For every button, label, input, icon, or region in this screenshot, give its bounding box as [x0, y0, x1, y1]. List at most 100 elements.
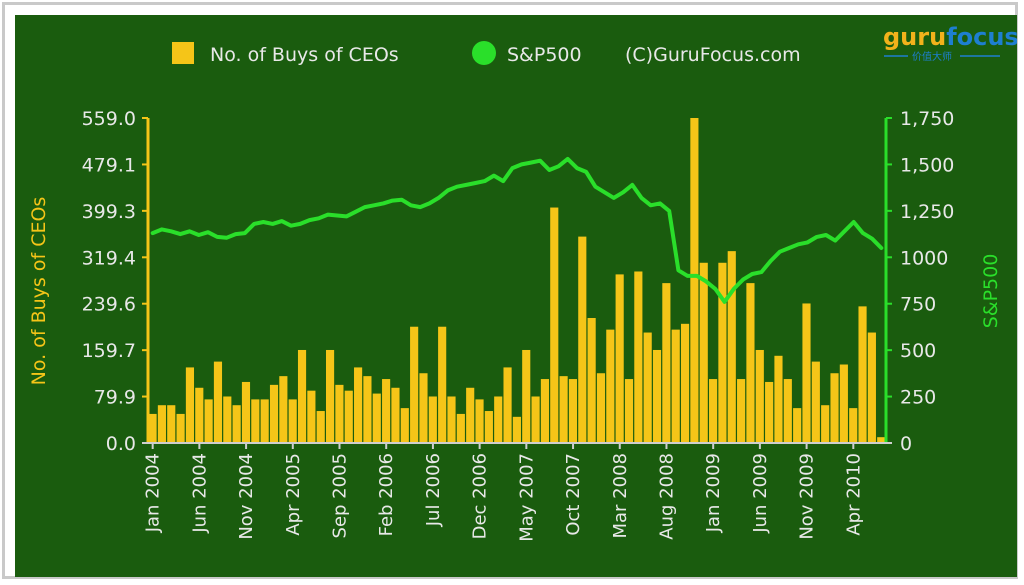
bar: [634, 271, 643, 443]
bar: [596, 373, 606, 443]
chart-panel: No. of Buys of CEOs S&P500 (C)GuruFocus.…: [15, 15, 1017, 577]
bar: [391, 387, 400, 443]
chart-frame: No. of Buys of CEOs S&P500 (C)GuruFocus.…: [2, 2, 1018, 579]
bar: [849, 408, 858, 443]
bar: [260, 399, 269, 443]
right-tick-label: 250: [900, 387, 936, 409]
bar: [241, 381, 251, 443]
bar: [606, 329, 615, 443]
axes: [142, 118, 892, 444]
bar: [307, 390, 316, 443]
bar: [494, 396, 503, 443]
x-axis-ticks: Jan 2004 Jun 2004 Nov 2004 Apr 2005 Sep 2005…: [143, 443, 864, 542]
bar: [251, 399, 260, 443]
left-tick-label: 239.6: [82, 294, 136, 316]
gurufocus-logo: gurufocus 价值大师: [883, 23, 1017, 63]
x-tick-label: Jun 2009: [750, 453, 771, 534]
bar: [671, 329, 680, 443]
bar: [643, 332, 652, 443]
svg-text:gurufocus: gurufocus: [883, 23, 1017, 51]
bar: [372, 393, 381, 443]
chart-svg: No. of Buys of CEOs S&P500 (C)GuruFocus.…: [28, 23, 1017, 542]
legend-line-label: S&P500: [507, 44, 582, 66]
bar: [213, 361, 223, 443]
bar: [363, 376, 372, 443]
bar-series: [148, 118, 886, 443]
logo-focus: focus: [946, 23, 1017, 51]
bar: [344, 390, 353, 443]
bar: [512, 416, 521, 443]
bar: [783, 379, 792, 443]
x-tick-label: Jan 2004: [143, 453, 164, 533]
bar: [522, 349, 531, 443]
bar: [148, 413, 157, 443]
right-tick-label: 500: [900, 340, 936, 362]
bar: [185, 367, 195, 443]
bar: [559, 376, 568, 443]
bar: [354, 367, 363, 443]
x-tick-label: Nov 2004: [236, 453, 257, 540]
bar: [718, 262, 727, 443]
bar: [400, 408, 409, 443]
bar: [466, 387, 475, 443]
bar: [877, 437, 886, 443]
bar: [157, 405, 166, 443]
bar: [615, 274, 624, 443]
bar: [167, 405, 176, 443]
legend-bars-label: No. of Buys of CEOs: [210, 44, 399, 66]
left-axis-ticks: 559.0 479.1 399.3 319.4 239.6 159.7 79.9 0.0: [82, 108, 148, 455]
bar: [737, 379, 746, 443]
bar: [624, 379, 634, 443]
left-tick-label: 559.0: [82, 108, 136, 130]
bar: [410, 326, 419, 443]
right-tick-label: 1,750: [900, 108, 954, 130]
left-tick-label: 479.1: [82, 154, 136, 176]
bar: [727, 251, 736, 443]
bar: [839, 364, 848, 443]
x-tick-label: Feb 2006: [376, 453, 397, 536]
bar: [821, 405, 830, 443]
bar: [223, 396, 232, 443]
bar: [774, 355, 783, 443]
x-tick-label: May 2007: [516, 453, 537, 542]
right-axis-title: S&P500: [980, 254, 1002, 329]
right-axis-ticks: 1,750 1,500 1,250 1000 750 500 250 0: [886, 108, 954, 455]
x-tick-label: Jun 2004: [189, 453, 210, 534]
legend-bars-swatch: [172, 42, 194, 64]
right-tick-label: 0: [900, 433, 912, 455]
bar: [830, 373, 839, 443]
bar: [447, 396, 456, 443]
bar: [578, 236, 587, 443]
x-tick-label: Apr 2005: [283, 453, 304, 536]
bar: [279, 376, 288, 443]
bar: [662, 283, 671, 443]
bar: [503, 367, 512, 443]
logo-subtitle: 价值大师: [912, 50, 952, 63]
left-tick-label: 79.9: [94, 387, 136, 409]
bar: [297, 349, 307, 443]
right-tick-label: 750: [900, 294, 936, 316]
bar: [867, 332, 876, 443]
bar: [325, 349, 335, 443]
bar: [755, 349, 764, 443]
bar: [680, 323, 690, 443]
logo-guru: guru: [883, 23, 946, 51]
right-tick-label: 1,500: [900, 154, 954, 176]
right-tick-label: 1000: [900, 247, 948, 269]
x-tick-label: Jul 2006: [423, 453, 444, 527]
legend-line-swatch: [472, 41, 496, 65]
bar: [709, 379, 718, 443]
bar: [288, 399, 297, 443]
bar: [811, 361, 820, 443]
bar: [765, 381, 774, 443]
bar: [335, 384, 344, 443]
x-tick-label: Dec 2006: [470, 453, 491, 539]
x-tick-label: Aug 2008: [657, 453, 678, 540]
left-tick-label: 399.3: [82, 201, 136, 223]
legend-credit: (C)GuruFocus.com: [625, 44, 801, 66]
x-tick-label: Sep 2005: [330, 453, 351, 538]
x-tick-label: Mar 2008: [610, 453, 631, 539]
bar: [568, 379, 578, 443]
bar: [652, 349, 662, 443]
bar: [316, 411, 325, 443]
